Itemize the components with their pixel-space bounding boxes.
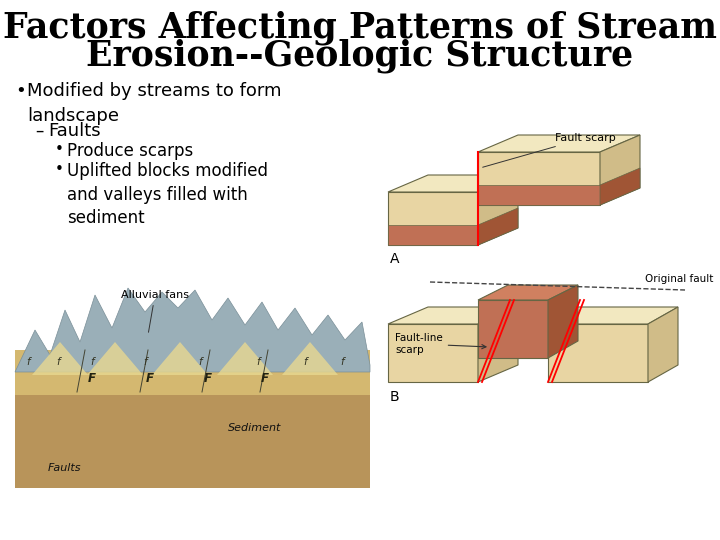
Polygon shape — [388, 307, 518, 324]
Text: A: A — [390, 252, 400, 266]
Polygon shape — [548, 324, 648, 382]
Text: •: • — [55, 162, 64, 177]
Text: B: B — [390, 390, 400, 404]
Text: Original fault: Original fault — [645, 274, 714, 284]
Text: F: F — [146, 372, 154, 384]
Text: f: f — [340, 357, 344, 367]
Polygon shape — [600, 135, 640, 205]
Text: F: F — [88, 372, 96, 384]
Polygon shape — [478, 208, 518, 245]
Polygon shape — [388, 192, 478, 245]
Polygon shape — [217, 342, 273, 375]
Text: F: F — [204, 372, 212, 384]
Text: Erosion--Geologic Structure: Erosion--Geologic Structure — [86, 39, 634, 73]
Text: Sediment: Sediment — [228, 423, 282, 433]
Text: f: f — [56, 357, 60, 367]
Text: Modified by streams to form
landscape: Modified by streams to form landscape — [27, 82, 282, 125]
Text: •: • — [15, 82, 26, 100]
Text: Alluvial fans: Alluvial fans — [121, 290, 189, 332]
Polygon shape — [388, 225, 478, 245]
Polygon shape — [478, 135, 640, 152]
Polygon shape — [32, 342, 88, 375]
Polygon shape — [548, 307, 678, 324]
Polygon shape — [15, 288, 370, 372]
Text: f: f — [26, 357, 30, 367]
Polygon shape — [600, 168, 640, 205]
Text: f: f — [143, 357, 147, 367]
Text: f: f — [256, 357, 260, 367]
Polygon shape — [15, 350, 370, 395]
Text: F: F — [261, 372, 269, 384]
Text: f: f — [90, 357, 94, 367]
Text: f: f — [303, 357, 307, 367]
Text: •: • — [55, 142, 64, 157]
Polygon shape — [388, 324, 478, 382]
Polygon shape — [478, 175, 518, 245]
Text: Fault-line
scarp: Fault-line scarp — [395, 333, 486, 355]
Polygon shape — [15, 372, 370, 488]
Polygon shape — [87, 342, 143, 375]
Text: Uplifted blocks modified
and valleys filled with
sediment: Uplifted blocks modified and valleys fil… — [67, 162, 268, 227]
Polygon shape — [548, 285, 578, 358]
Text: Fault scarp: Fault scarp — [482, 133, 616, 167]
Polygon shape — [648, 307, 678, 382]
Polygon shape — [478, 152, 600, 205]
Polygon shape — [478, 185, 600, 205]
Polygon shape — [478, 300, 548, 358]
Polygon shape — [388, 175, 518, 192]
Text: f: f — [198, 357, 202, 367]
Polygon shape — [152, 342, 208, 375]
Text: Factors Affecting Patterns of Stream: Factors Affecting Patterns of Stream — [3, 11, 717, 45]
Polygon shape — [478, 307, 518, 382]
Text: Faults: Faults — [48, 122, 101, 140]
Polygon shape — [282, 342, 338, 375]
Polygon shape — [478, 285, 578, 300]
Text: Faults: Faults — [48, 463, 81, 473]
Text: –: – — [35, 122, 43, 140]
Text: Produce scarps: Produce scarps — [67, 142, 193, 160]
